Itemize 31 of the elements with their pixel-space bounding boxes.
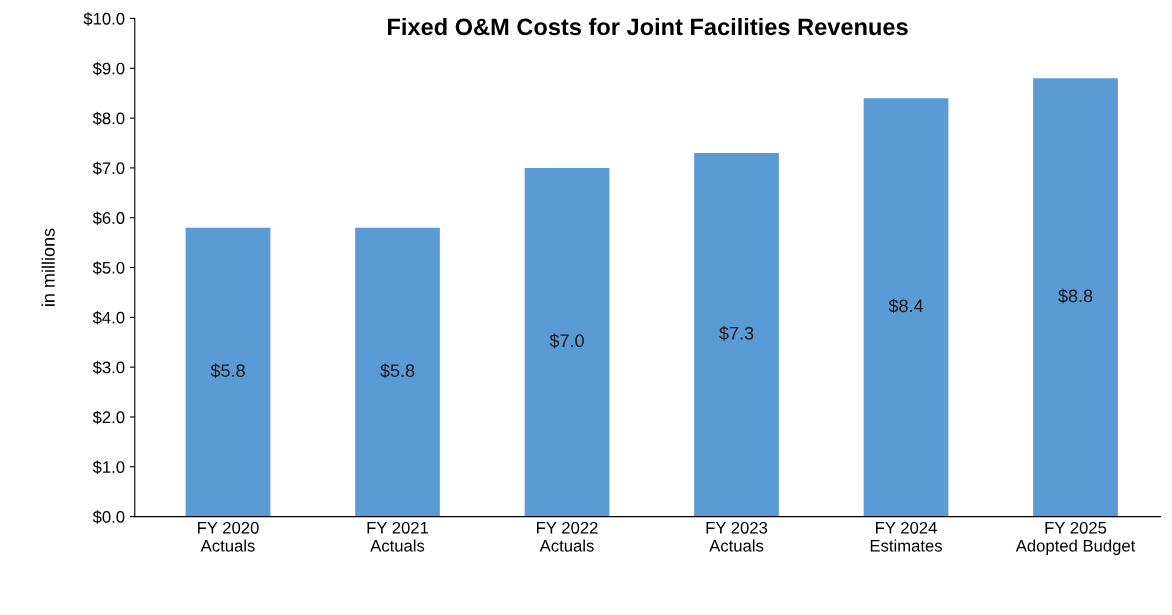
y-tick-label: $10.0 [83,12,125,26]
y-tick-label: $7.0 [92,161,125,176]
x-tick-label: FY 2023 Actuals [706,521,768,552]
y-tick-label: $8.0 [92,111,125,126]
x-tick-label: FY 2020 Actuals [198,521,259,552]
bar [863,98,949,517]
data-label: $7.3 [719,326,754,341]
bar [694,152,779,517]
y-tick-label: $4.0 [92,311,125,325]
x-tick-label: FY 2025 Adopted Budget [1015,521,1136,555]
y-tick-label: $1.0 [92,460,125,474]
y-tick-label: $3.0 [92,360,125,375]
chart-title: Fixed O&M Costs for Joint Facilities Revenues [388,17,908,36]
data-label: $5.8 [210,363,245,379]
x-tick-label: FY 2022 Actuals [537,521,598,552]
y-axis-title: in millions [41,228,55,306]
y-tick-label: $6.0 [92,211,125,225]
x-tick-label: FY 2024 Estimates [870,521,943,552]
y-tick-label: $5.0 [92,261,125,275]
y-tick-label: $2.0 [92,410,125,425]
data-label: $8.4 [888,298,924,314]
bar [185,227,271,517]
data-label: $7.0 [549,333,584,349]
bar [355,227,440,517]
y-tick-label: $9.0 [92,61,125,76]
data-label: $5.8 [380,363,415,379]
x-tick-label: FY 2021 Actuals [367,521,429,552]
data-label: $8.8 [1058,288,1093,304]
bar [524,167,610,517]
bar [1033,78,1118,517]
y-tick-label: $0.0 [92,510,125,524]
